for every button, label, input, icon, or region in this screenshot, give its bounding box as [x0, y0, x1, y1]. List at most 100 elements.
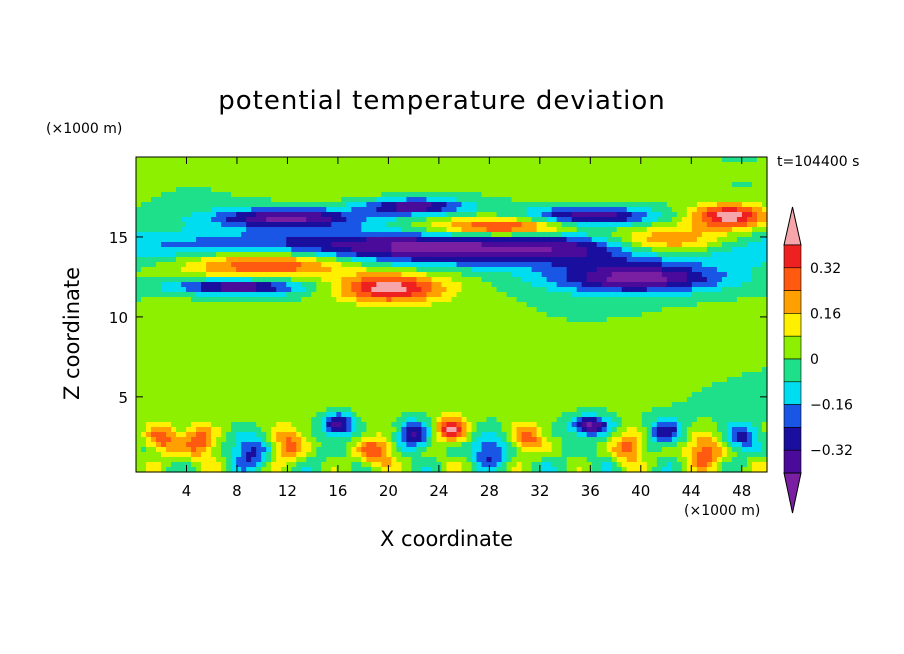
field-cell	[511, 452, 518, 458]
field-cell	[416, 292, 423, 298]
field-cell	[206, 252, 212, 258]
field-cell	[261, 172, 267, 178]
field-cell	[376, 232, 382, 238]
field-cell	[491, 232, 498, 238]
field-cell	[171, 432, 177, 438]
field-cell	[361, 167, 367, 173]
field-cell	[221, 452, 227, 458]
field-cell	[311, 372, 317, 378]
field-cell	[136, 157, 142, 163]
field-cell	[381, 342, 387, 348]
field-cell	[336, 162, 342, 168]
field-cell	[136, 367, 142, 373]
field-cell	[516, 467, 523, 473]
field-cell	[411, 182, 418, 188]
field-cell	[301, 452, 307, 458]
field-cell	[181, 182, 187, 188]
field-cell	[246, 247, 252, 253]
field-cell	[491, 447, 498, 453]
field-cell	[436, 277, 443, 283]
field-cell	[316, 357, 322, 363]
field-cell	[176, 302, 182, 308]
field-cell	[326, 467, 332, 473]
field-cell	[451, 247, 458, 253]
field-cell	[376, 262, 382, 268]
field-cell	[321, 237, 327, 243]
field-cell	[496, 357, 503, 363]
field-cell	[176, 262, 182, 268]
field-cell	[356, 432, 362, 438]
field-cell	[516, 292, 523, 298]
field-cell	[416, 167, 423, 173]
field-cell	[356, 282, 362, 288]
field-cell	[351, 202, 357, 208]
field-cell	[176, 337, 182, 343]
field-cell	[401, 192, 408, 198]
field-cell	[141, 337, 147, 343]
field-cell	[356, 227, 362, 233]
field-cell	[361, 412, 367, 418]
field-cell	[221, 267, 227, 273]
field-cell	[221, 432, 227, 438]
field-cell	[261, 392, 267, 398]
field-cell	[391, 302, 398, 308]
field-cell	[516, 202, 523, 208]
field-cell	[506, 167, 513, 173]
field-cell	[496, 347, 503, 353]
field-cell	[136, 407, 142, 413]
field-cell	[211, 242, 217, 248]
field-cell	[241, 292, 247, 298]
field-cell	[521, 312, 528, 318]
field-cell	[196, 162, 202, 168]
field-cell	[346, 452, 352, 458]
field-cell	[316, 382, 322, 388]
field-cell	[196, 397, 202, 403]
field-cell	[366, 367, 372, 373]
field-cell	[401, 467, 408, 473]
field-cell	[331, 282, 337, 288]
field-cell	[246, 292, 252, 298]
field-cell	[386, 227, 393, 233]
field-cell	[176, 197, 182, 203]
field-cell	[201, 382, 207, 388]
field-cell	[436, 457, 443, 463]
field-cell	[356, 207, 362, 213]
field-cell	[406, 407, 413, 413]
field-cell	[286, 317, 292, 323]
field-cell	[316, 362, 322, 368]
field-cell	[456, 367, 463, 373]
field-cell	[321, 377, 327, 383]
field-cell	[361, 347, 367, 353]
field-cell	[166, 187, 172, 193]
field-cell	[151, 197, 157, 203]
field-cell	[326, 227, 332, 233]
field-cell	[456, 232, 463, 238]
field-cell	[461, 342, 468, 348]
field-cell	[306, 257, 312, 263]
field-cell	[341, 217, 347, 223]
field-cell	[351, 167, 357, 173]
field-cell	[271, 192, 277, 198]
field-cell	[481, 447, 488, 453]
field-cell	[511, 237, 518, 243]
field-cell	[241, 322, 247, 328]
field-cell	[381, 162, 387, 168]
field-cell	[141, 232, 147, 238]
field-cell	[146, 347, 152, 353]
field-cell	[316, 272, 322, 278]
field-cell	[196, 382, 202, 388]
field-cell	[436, 212, 443, 218]
field-cell	[171, 307, 177, 313]
field-cell	[461, 462, 468, 468]
field-cell	[186, 242, 192, 248]
field-cell	[351, 342, 357, 348]
field-cell	[201, 462, 207, 468]
field-cell	[161, 222, 167, 228]
field-cell	[276, 217, 282, 223]
field-cell	[351, 322, 357, 328]
field-cell	[471, 402, 478, 408]
field-cell	[311, 437, 317, 443]
field-cell	[516, 222, 523, 228]
field-cell	[181, 257, 187, 263]
field-cell	[446, 172, 453, 178]
